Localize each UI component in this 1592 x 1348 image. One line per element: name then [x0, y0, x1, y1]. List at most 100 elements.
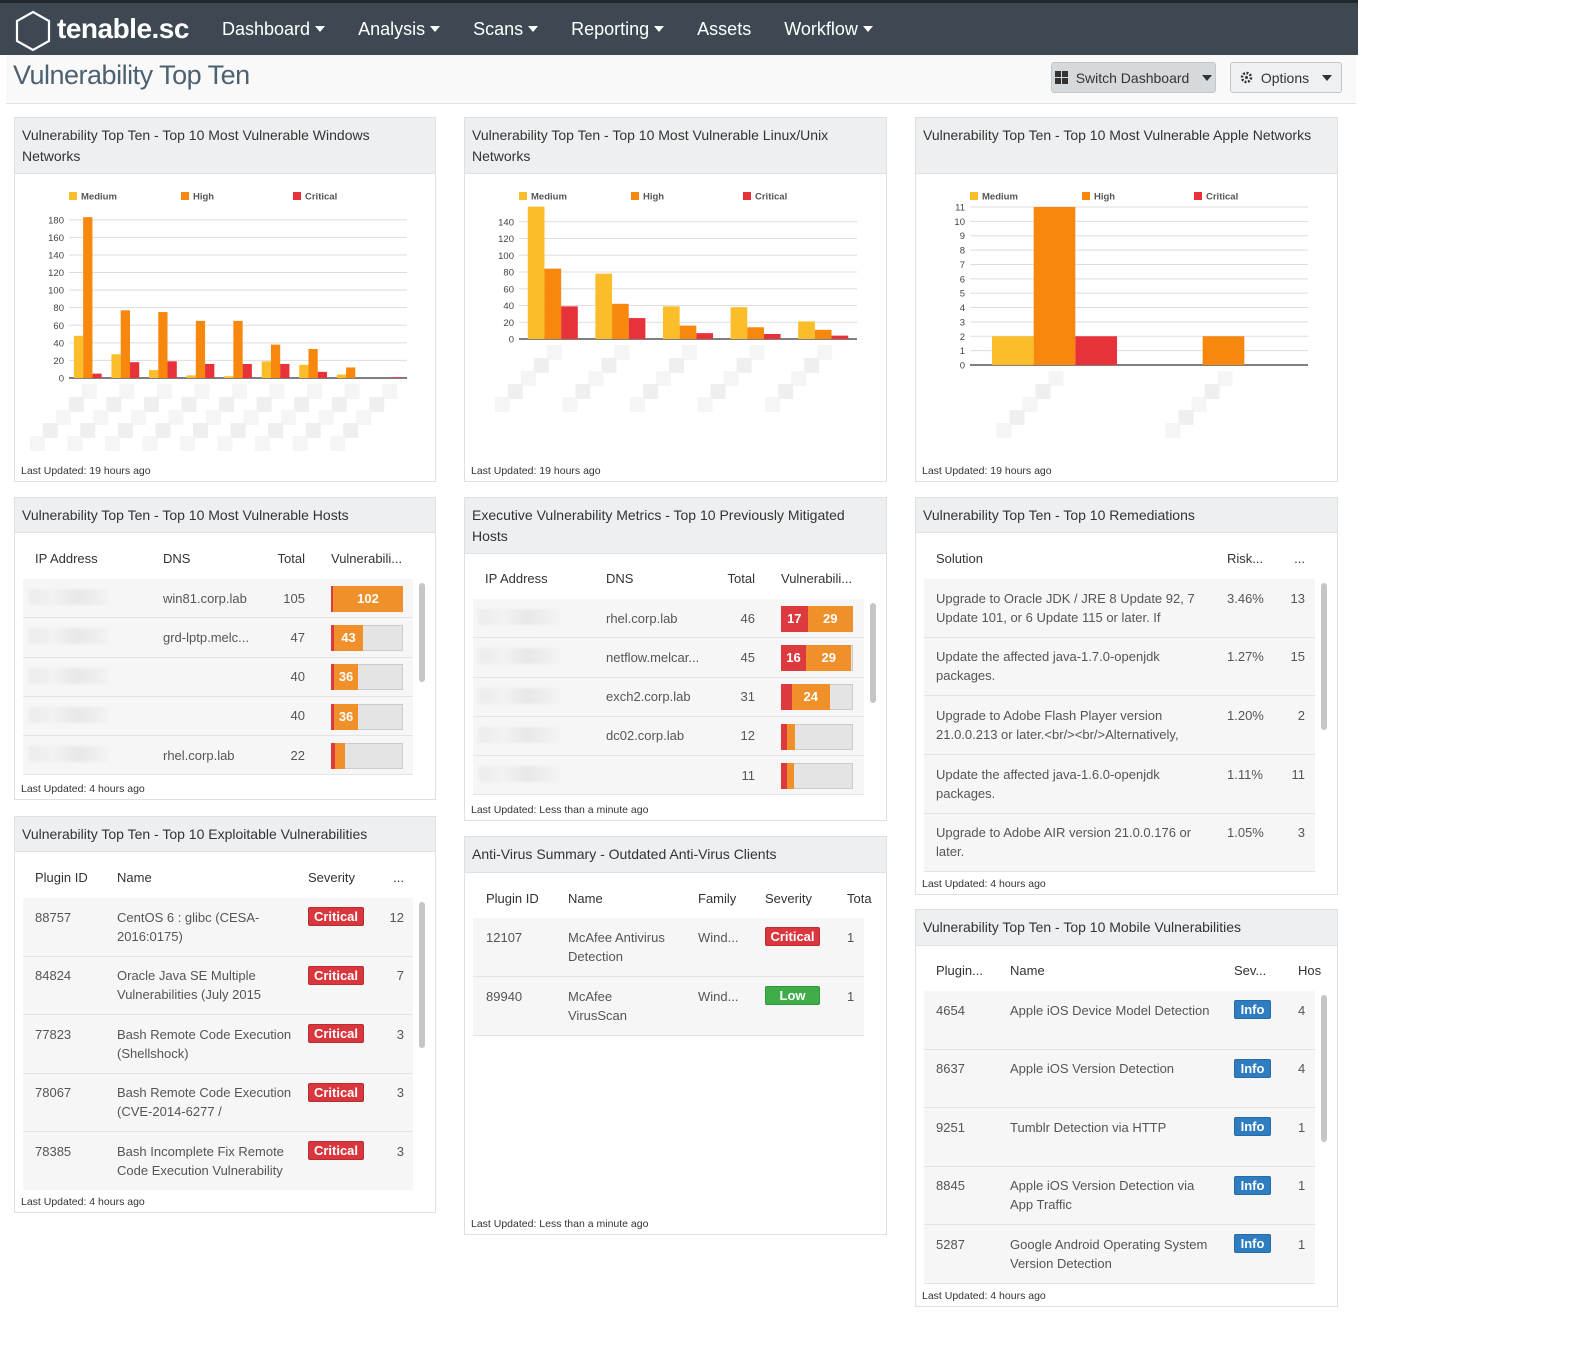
table-row[interactable]: 12107 McAfee Antivirus Detection Wind... Cr…: [473, 918, 864, 977]
nav-item[interactable]: Workflow: [784, 19, 873, 40]
bar: [696, 333, 714, 339]
table-row[interactable]: grd-lptp.melc... 47 43: [23, 618, 413, 658]
table-row[interactable]: exch2.corp.lab 31 24: [473, 677, 864, 717]
legend-label: High: [193, 192, 214, 203]
bar: [73, 335, 84, 378]
table-row[interactable]: 78067 Bash Remote Code Execution (CVE-201…: [23, 1073, 413, 1132]
table-row[interactable]: 40 36: [23, 696, 413, 737]
blurred-label: [1165, 423, 1181, 438]
blurred-label: [68, 397, 84, 412]
nav-item[interactable]: Reporting: [571, 19, 665, 40]
blurred-label: [217, 436, 233, 451]
nav-item[interactable]: Assets: [697, 19, 751, 40]
table-row[interactable]: 89940 McAfee VirusScan Wind... Low 1: [473, 977, 864, 1036]
bar: [831, 335, 849, 339]
widget: Vulnerability Top Ten - Top 10 Mobile Vu…: [915, 909, 1338, 1307]
column-header: Sev...: [1234, 963, 1267, 978]
nav-item[interactable]: Analysis: [358, 19, 441, 40]
table-row[interactable]: 11: [473, 756, 864, 796]
icon-hub: [1244, 76, 1248, 79]
column-header: Name: [568, 891, 603, 906]
blurred-label: [104, 436, 120, 451]
column-header: Vulnerabili...: [331, 551, 403, 566]
bar: [612, 303, 629, 339]
bar-track: 24: [781, 684, 853, 711]
cell-number: 3: [396, 1143, 404, 1159]
brand[interactable]: tenable.sc: [57, 13, 189, 44]
scrollbar[interactable]: [419, 583, 425, 682]
blurred-label: [562, 397, 578, 412]
table-row[interactable]: 8845 Apple iOS Version Detection via App …: [924, 1166, 1315, 1226]
table-row[interactable]: Upgrade to Adobe Flash Player version 21…: [924, 696, 1315, 756]
cell-text: Wind...: [698, 929, 739, 945]
table-row[interactable]: rhel.corp.lab 46 17 29: [473, 599, 864, 639]
blurred-label: [343, 423, 359, 438]
cell-text: CentOS 6 : glibc (CESA-2016:0175): [117, 909, 260, 944]
table-row[interactable]: Upgrade to Oracle JDK / JRE 8 Update 92,…: [924, 579, 1315, 638]
blurred-label: [1204, 384, 1220, 399]
nav-item[interactable]: Scans: [473, 19, 539, 40]
blurred-label: [230, 423, 246, 438]
blurred-label: [256, 397, 272, 412]
blurred-label: [81, 384, 97, 399]
y-tick-label: 0: [509, 335, 514, 346]
table-row[interactable]: netflow.melcar... 45 16 29: [473, 638, 864, 678]
table-row[interactable]: rhel.corp.lab 22: [23, 736, 413, 776]
bar-segment: 36: [333, 703, 359, 730]
bar: [129, 362, 140, 378]
table-row[interactable]: 78385 Bash Incomplete Fix Remote Code Exe…: [23, 1132, 413, 1190]
bar: [628, 318, 646, 339]
toolbar-button[interactable]: Switch Dashboard: [1051, 62, 1216, 93]
cell-text: 9251: [936, 1119, 965, 1135]
cell-text: 84824: [35, 968, 72, 983]
blurred-label: [1022, 397, 1038, 412]
table-row[interactable]: 84824 Oracle Java SE Multiple Vulnerabili…: [23, 956, 413, 1015]
severity-badge: Info: [1234, 1000, 1271, 1019]
toolbar-button[interactable]: Options: [1230, 62, 1342, 93]
cell-number: 11: [741, 767, 756, 783]
blurred-label: [193, 423, 208, 438]
bar-track: 16 29: [781, 644, 853, 671]
blurred-label: [80, 423, 96, 438]
blurred-label: [181, 397, 197, 412]
severity-badge: Critical: [308, 1141, 364, 1160]
blurred-label: [546, 345, 562, 360]
nav-item[interactable]: Dashboard: [222, 19, 326, 40]
table-row[interactable]: 9251 Tumblr Detection via HTTP Info 1: [924, 1108, 1315, 1167]
scrollbar[interactable]: [419, 902, 425, 1048]
table-row[interactable]: 40 36: [23, 657, 413, 697]
chart: Medium High Critical 0 20 40 60 80 100 120 140: [494, 192, 857, 412]
table-row[interactable]: 88757 CentOS 6 : glibc (CESA-2016:0175) Cr…: [23, 898, 413, 957]
table-row[interactable]: 4654 Apple iOS Device Model Detection Info…: [924, 991, 1315, 1050]
severity-badge: Critical: [308, 1024, 364, 1043]
scrollbar[interactable]: [870, 603, 876, 703]
table-row[interactable]: dc02.corp.lab 12: [473, 716, 864, 757]
bar: [814, 329, 832, 339]
scrollbar[interactable]: [1321, 995, 1327, 1142]
cell-text: 5287: [936, 1236, 965, 1252]
cell-number: 13: [1290, 590, 1305, 606]
bar: [763, 333, 781, 339]
cell-text: dc02.corp.lab: [606, 728, 685, 744]
bar-segment: [781, 723, 788, 750]
bar-track: [781, 762, 853, 789]
y-tick-label: 180: [48, 215, 64, 226]
blurred-label: [180, 436, 195, 451]
legend-swatch: [519, 192, 527, 200]
cell-number: 31: [740, 689, 755, 705]
column-header: Tota: [847, 891, 872, 906]
table-row[interactable]: 77823 Bash Remote Code Execution (Shellsh…: [23, 1015, 413, 1074]
table-row[interactable]: win81.corp.lab 105 102: [23, 579, 413, 619]
scrollbar[interactable]: [1321, 583, 1327, 730]
bar: [242, 363, 252, 378]
table-row[interactable]: Update the affected java-1.7.0-openjdk p…: [924, 637, 1315, 697]
severity-badge: Critical: [308, 1082, 364, 1102]
table-row[interactable]: 5287 Google Android Operating System Vers…: [924, 1225, 1315, 1284]
table-row[interactable]: Upgrade to Adobe AIR version 21.0.0.176 …: [924, 813, 1315, 872]
bar-segment: [331, 624, 334, 651]
table-row[interactable]: 8637 Apple iOS Version Detection Info 4: [924, 1049, 1315, 1109]
bar-segment: [331, 664, 334, 691]
bar-track: 36: [331, 703, 403, 730]
blurred-label: [630, 397, 645, 412]
table-row[interactable]: Update the affected java-1.6.0-openjdk p…: [924, 755, 1315, 814]
